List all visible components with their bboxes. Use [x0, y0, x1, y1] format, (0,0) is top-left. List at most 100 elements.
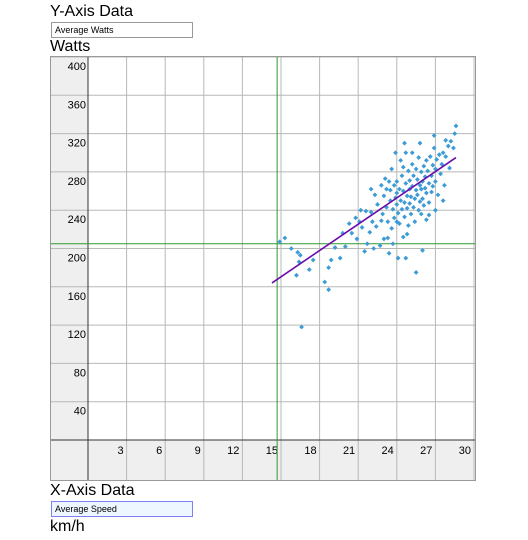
data-point — [381, 193, 387, 199]
data-point — [418, 186, 424, 192]
data-point — [395, 255, 401, 261]
data-point — [423, 158, 429, 163]
axis-tick-labels: 3 6 9 12 15 18 21 24 27 30 40 80 120 160 200 240 280 320 3… — [68, 61, 471, 457]
x-axis-data-field[interactable] — [51, 501, 193, 517]
data-point — [368, 186, 374, 192]
x-tick-label: 21 — [343, 445, 355, 457]
data-point — [423, 217, 429, 223]
data-point — [430, 183, 436, 189]
data-point — [375, 202, 380, 207]
y-tick-label: 120 — [68, 329, 86, 341]
x-tick-label: 3 — [117, 445, 123, 457]
data-point — [426, 200, 432, 205]
data-point — [407, 201, 413, 206]
data-point — [451, 145, 456, 151]
data-point — [426, 180, 432, 186]
y-axis-section-title: Y-Axis Data — [50, 3, 133, 20]
data-point — [367, 229, 373, 235]
data-point — [391, 215, 397, 221]
data-point — [443, 154, 449, 159]
data-point — [322, 279, 328, 285]
data-point — [453, 123, 459, 129]
data-point — [413, 166, 419, 172]
data-point — [400, 234, 406, 240]
data-point — [409, 161, 415, 167]
data-point — [405, 168, 411, 174]
data-point — [372, 192, 378, 198]
x-tick-label: 15 — [266, 445, 278, 457]
data-point — [368, 209, 374, 215]
data-point — [363, 208, 369, 214]
data-point — [418, 211, 424, 217]
data-point — [409, 150, 415, 156]
data-point — [332, 245, 338, 250]
x-tick-label: 18 — [304, 445, 316, 457]
data-point — [399, 206, 405, 212]
data-point — [431, 145, 437, 151]
y-tick-label: 80 — [74, 367, 86, 379]
scatter-plot[interactable]: 3 6 9 12 15 18 21 24 27 30 40 80 120 160 200 240 280 320 3… — [50, 56, 476, 481]
data-point — [417, 182, 423, 188]
data-point — [431, 133, 437, 138]
data-point — [399, 173, 405, 179]
data-point — [414, 192, 420, 198]
x-tick-label: 24 — [382, 445, 394, 457]
data-point — [412, 196, 418, 202]
data-point — [394, 190, 400, 196]
data-point — [429, 189, 434, 195]
data-point — [387, 187, 393, 193]
data-point — [395, 210, 401, 216]
plot-background — [50, 56, 476, 481]
data-point — [390, 206, 396, 212]
data-point — [373, 224, 379, 229]
data-points — [277, 123, 459, 330]
data-point — [445, 143, 451, 149]
data-point — [417, 140, 423, 146]
data-point — [378, 218, 384, 224]
data-point — [326, 287, 332, 293]
data-point — [416, 155, 422, 160]
data-point — [359, 225, 365, 230]
data-point — [403, 150, 409, 156]
data-point — [400, 164, 406, 170]
y-axis-data-field[interactable] — [51, 22, 193, 38]
data-point — [435, 192, 441, 198]
data-point — [420, 179, 425, 184]
data-point — [403, 255, 409, 261]
data-point — [389, 225, 395, 231]
data-point — [371, 246, 377, 251]
data-point — [369, 219, 375, 225]
x-axis-band — [50, 440, 476, 481]
data-point — [391, 182, 397, 188]
regression-line — [271, 156, 457, 284]
data-point — [418, 169, 424, 175]
x-tick-label: 27 — [420, 445, 432, 457]
data-point — [294, 272, 299, 278]
regression-line-group — [271, 156, 457, 284]
data-point — [408, 194, 414, 200]
data-point — [385, 235, 391, 241]
data-point — [420, 196, 425, 202]
data-point — [420, 248, 425, 253]
data-point — [385, 219, 391, 225]
data-point — [288, 246, 294, 251]
data-point — [364, 241, 370, 247]
data-point — [402, 140, 407, 146]
data-point — [403, 180, 409, 186]
data-point — [421, 163, 427, 169]
data-point — [393, 150, 398, 156]
data-point — [447, 165, 452, 171]
data-point — [282, 235, 288, 241]
data-point — [400, 188, 406, 194]
data-point — [394, 179, 400, 184]
data-point — [430, 162, 436, 168]
data-point — [386, 179, 392, 184]
data-point — [452, 131, 458, 136]
data-point — [394, 202, 400, 207]
data-point — [433, 179, 438, 184]
data-point — [384, 186, 389, 192]
y-axis-band — [50, 56, 88, 481]
data-point — [390, 241, 396, 247]
data-point — [382, 176, 388, 182]
data-point — [427, 154, 433, 159]
